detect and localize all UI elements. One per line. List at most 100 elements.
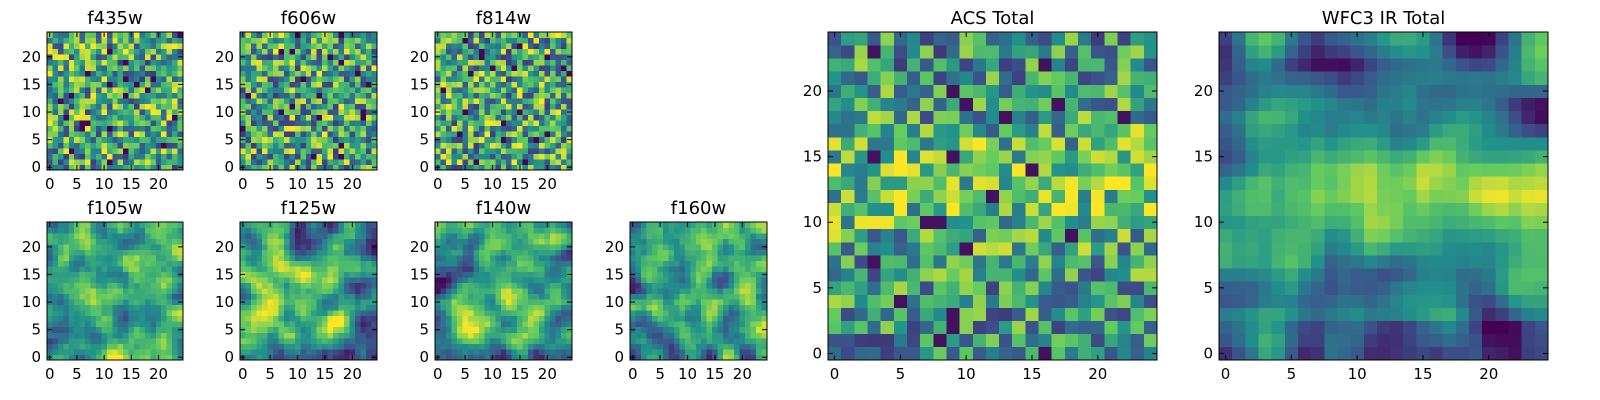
- heatmap-cell: [161, 114, 168, 121]
- heatmap-cell: [467, 114, 474, 121]
- heatmap-cell: [467, 238, 474, 245]
- heatmap-cell: [561, 326, 567, 333]
- heatmap-cell: [177, 142, 184, 149]
- heatmap-cell: [79, 271, 86, 278]
- heatmap-cell: [150, 109, 157, 116]
- heatmap-cell: [278, 255, 285, 261]
- heatmap-cell: [920, 346, 934, 361]
- heatmap-cell: [355, 238, 361, 245]
- heatmap-cell: [333, 321, 339, 328]
- heatmap-cell: [522, 70, 529, 77]
- heatmap-cell: [517, 337, 524, 344]
- heatmap-cell: [166, 315, 173, 322]
- heatmap-cell: [166, 337, 173, 344]
- heatmap-cell: [144, 109, 151, 116]
- heatmap-cell: [355, 348, 361, 355]
- heatmap-cell: [550, 136, 556, 143]
- heatmap-cell: [327, 153, 334, 160]
- heatmap-cell: [250, 153, 257, 160]
- heatmap-cell: [283, 310, 290, 317]
- heatmap-cell: [338, 136, 345, 143]
- heatmap-cell: [528, 109, 534, 116]
- heatmap-cell: [495, 293, 502, 300]
- heatmap-cell: [166, 109, 173, 116]
- heatmap-cell: [539, 81, 545, 88]
- heatmap-cell: [750, 354, 757, 361]
- heatmap-cell: [533, 76, 540, 83]
- heatmap-cell: [495, 65, 502, 71]
- heatmap-cell: [79, 125, 86, 132]
- heatmap-cell: [462, 326, 469, 333]
- heatmap-cell: [123, 266, 129, 273]
- heatmap-cell: [712, 293, 719, 300]
- heatmap-cell: [327, 136, 334, 143]
- heatmap-cell: [134, 310, 140, 317]
- heatmap-cell: [528, 120, 534, 127]
- heatmap-cell: [566, 282, 573, 289]
- heatmap-cell: [305, 293, 312, 300]
- heatmap-cell: [522, 266, 529, 273]
- heatmap-cell: [1143, 255, 1158, 269]
- heatmap-cell: [349, 114, 356, 121]
- heatmap-cell: [999, 320, 1013, 335]
- heatmap-cell: [946, 202, 960, 217]
- heatmap-cell: [240, 48, 246, 55]
- heatmap-cell: [150, 332, 157, 339]
- heatmap-cell: [673, 348, 680, 355]
- heatmap-cell: [333, 109, 339, 116]
- heatmap-cell: [139, 233, 146, 239]
- heatmap-cell: [1078, 320, 1092, 335]
- heatmap-cell: [473, 98, 480, 105]
- heatmap-cell: [484, 120, 491, 127]
- heatmap-cell: [640, 332, 647, 339]
- heatmap-cell: [695, 293, 702, 300]
- heatmap-cell: [52, 54, 59, 60]
- heatmap-cell: [63, 332, 70, 339]
- heatmap-cell: [63, 304, 70, 311]
- heatmap-cell: [261, 277, 268, 284]
- heatmap-cell: [1078, 228, 1092, 243]
- heatmap-cell: [445, 92, 452, 99]
- heatmap-cell: [349, 343, 356, 350]
- heatmap-cell: [139, 282, 146, 289]
- heatmap-cell: [745, 293, 751, 300]
- heatmap-cell: [134, 255, 140, 261]
- heatmap-cell: [440, 255, 447, 261]
- heatmap-cell: [63, 337, 70, 344]
- heatmap-cell: [635, 249, 642, 256]
- heatmap-cell: [101, 98, 108, 105]
- heatmap-cell: [555, 158, 562, 165]
- heatmap-cell: [360, 315, 367, 322]
- x-tick-label: 5: [72, 365, 82, 383]
- heatmap-cell: [172, 153, 178, 160]
- heatmap-cell: [511, 153, 518, 160]
- heatmap-cell: [139, 147, 146, 154]
- heatmap-cell: [484, 54, 491, 60]
- heatmap-cell: [462, 65, 469, 71]
- heatmap-cell: [134, 158, 140, 165]
- heatmap-cell: [555, 98, 562, 105]
- heatmap-cell: [150, 147, 157, 154]
- heatmap-cell: [489, 337, 496, 344]
- heatmap-cell: [250, 288, 257, 295]
- heatmap-cell: [250, 277, 257, 284]
- heatmap-cell: [723, 266, 729, 273]
- heatmap-cell: [316, 92, 323, 99]
- heatmap-cell: [172, 266, 178, 273]
- heatmap-cell: [261, 158, 268, 165]
- heatmap-cell: [327, 277, 334, 284]
- heatmap-cell: [985, 333, 1000, 348]
- heatmap-cell: [272, 271, 279, 278]
- heatmap-cell: [854, 320, 868, 335]
- heatmap-cell: [177, 98, 184, 105]
- heatmap-cell: [74, 315, 80, 322]
- heatmap-cell: [761, 266, 768, 273]
- heatmap-cell: [272, 103, 279, 110]
- heatmap-cell: [484, 282, 491, 289]
- heatmap-cell: [240, 348, 246, 355]
- heatmap-cell: [261, 315, 268, 322]
- heatmap-cell: [57, 315, 64, 322]
- heatmap-cell: [750, 249, 757, 256]
- heatmap-cell: [112, 54, 119, 60]
- heatmap-cell: [500, 120, 507, 127]
